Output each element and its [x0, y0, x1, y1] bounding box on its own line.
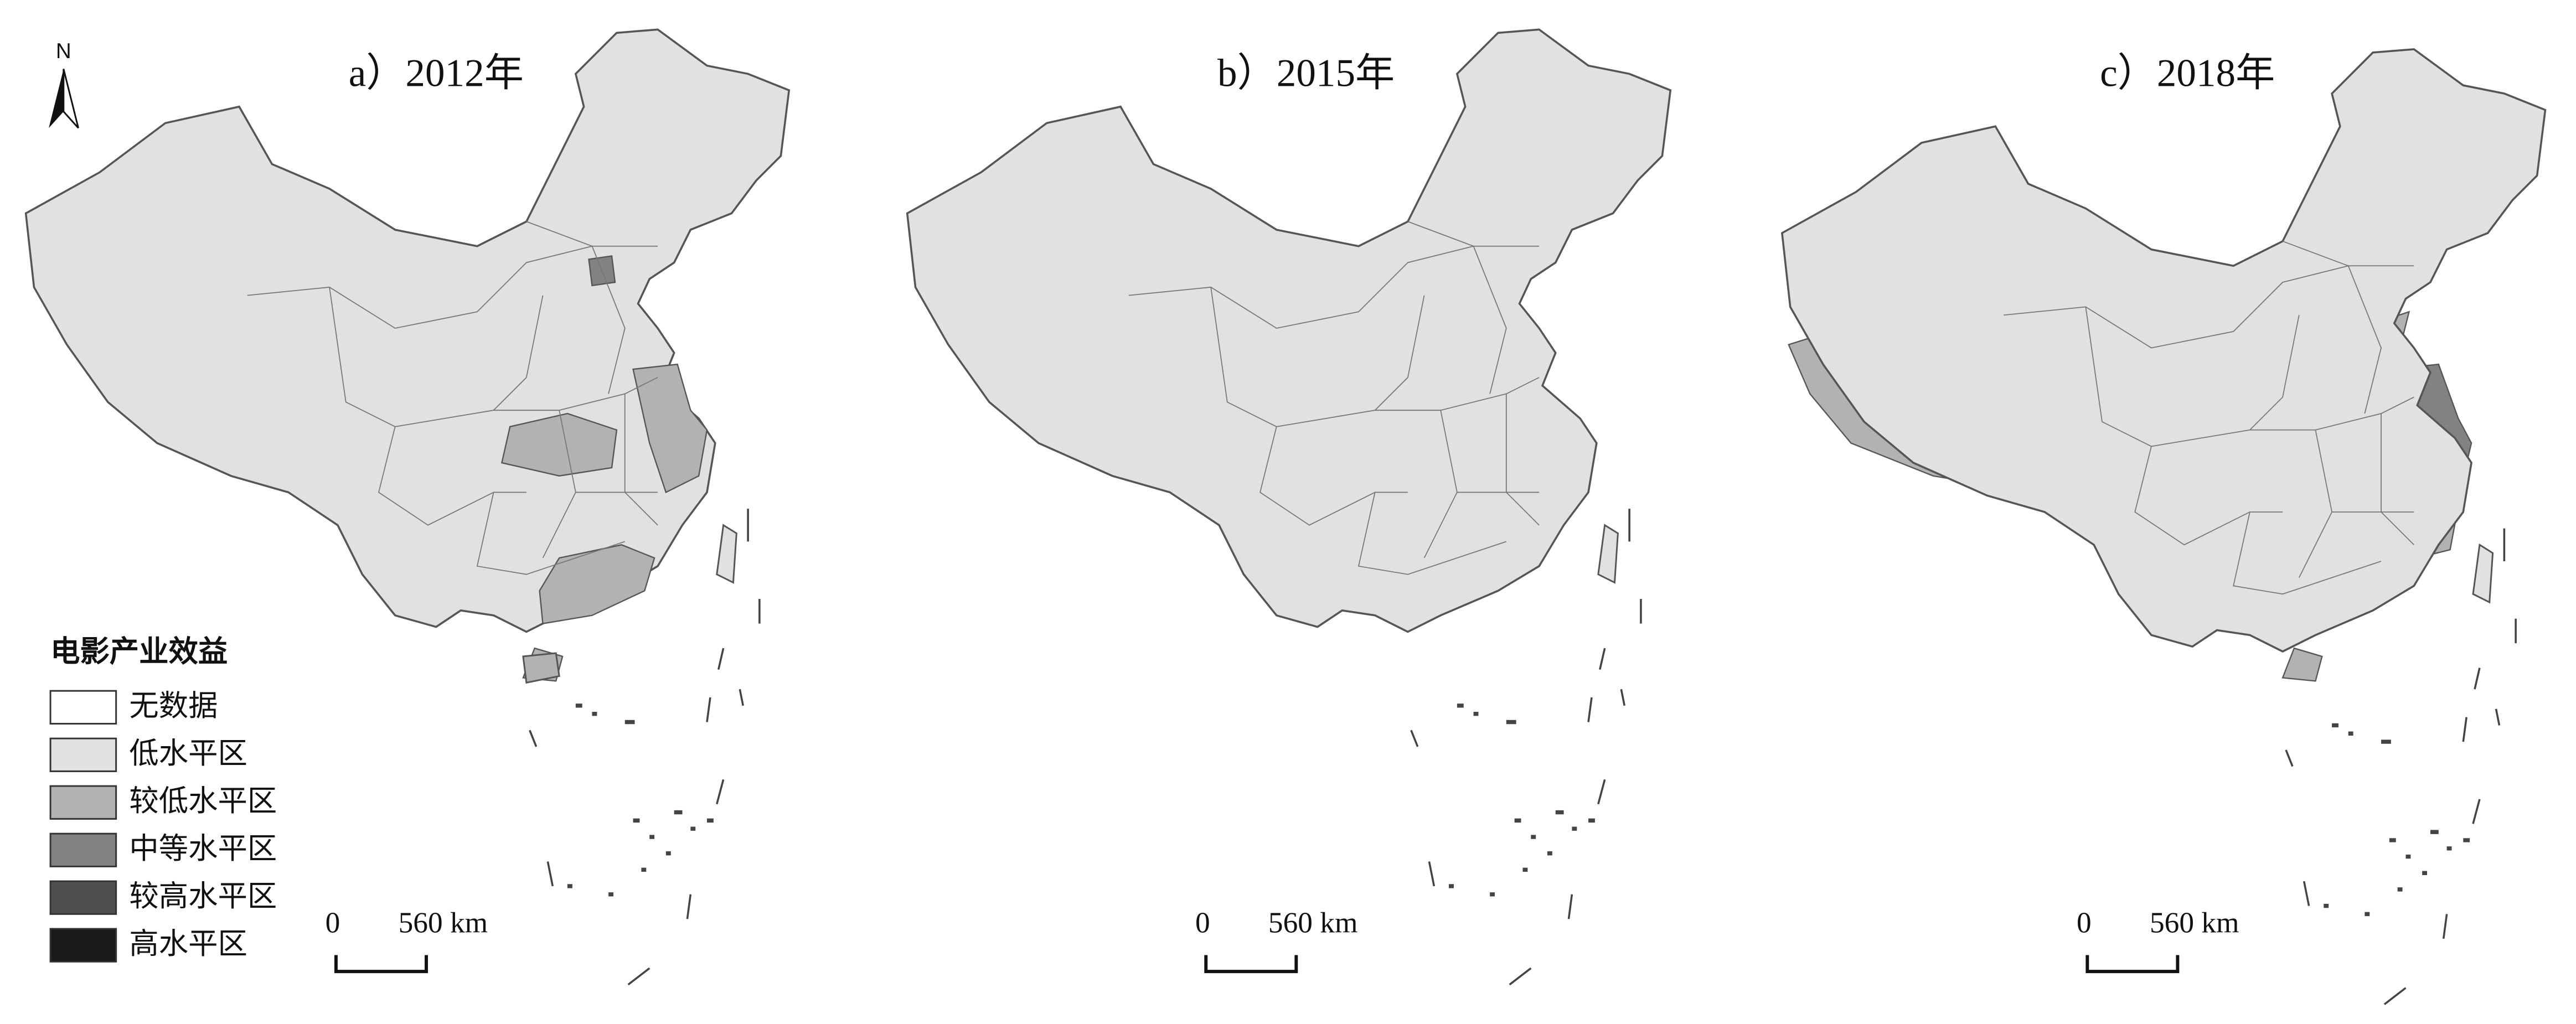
legend-label: 无数据 [129, 689, 218, 722]
scale-label: 560 km [1268, 906, 1358, 939]
province-region [632, 363, 708, 494]
legend-swatch [49, 737, 117, 772]
legend-swatch [49, 928, 117, 963]
legend-label: 较低水平区 [129, 784, 277, 818]
nine-dash-line [529, 509, 761, 986]
country-outline [24, 28, 791, 633]
china-map [1780, 48, 2547, 1005]
hainan [522, 652, 560, 684]
north-label: N [56, 39, 71, 63]
country-outline [1780, 48, 2547, 653]
province-region [500, 412, 618, 477]
province-borders [1128, 221, 1540, 575]
nine-dash-line [2285, 528, 2517, 1005]
legend-swatch [49, 880, 117, 915]
legend-label: 中等水平区 [129, 832, 277, 865]
legend-label: 较高水平区 [129, 880, 277, 913]
islands [2324, 723, 2470, 917]
legend-label: 高水平区 [129, 927, 247, 960]
scale-bar [1204, 955, 1298, 974]
taiwan [716, 524, 737, 584]
scale-label: 0 [2077, 906, 2092, 939]
taiwan [2472, 543, 2494, 604]
province-borders [247, 221, 658, 575]
province-region [539, 544, 655, 624]
islands [567, 704, 714, 897]
legend-swatch [49, 785, 117, 820]
nine-dash-line [1410, 509, 1642, 986]
scale-label: 560 km [2150, 906, 2239, 939]
panel-title: a）2012年 [349, 52, 524, 95]
province-borders [2004, 240, 2414, 595]
legend-label: 低水平区 [129, 737, 247, 770]
legend-title: 电影产业效益 [50, 635, 228, 668]
china-map [24, 28, 791, 986]
taiwan [1597, 524, 1619, 584]
north-arrow-right [63, 69, 79, 129]
country-outline [906, 28, 1672, 633]
north-arrow: N [49, 39, 79, 129]
scale-label: 0 [1195, 906, 1210, 939]
legend-swatch [49, 832, 117, 867]
panel-title: c）2018年 [2100, 52, 2275, 95]
scale-bar [334, 955, 428, 974]
scale-label: 560 km [399, 906, 488, 939]
panel-title: b）2015年 [1217, 52, 1395, 95]
scale-label: 0 [326, 906, 340, 939]
legend-swatch [49, 690, 117, 725]
province-region [2281, 647, 2323, 682]
map-panel: a）2012年 0 560 km [24, 28, 791, 986]
map-panel: c）2018年 0 560 km [1780, 48, 2547, 1005]
scale-bar [2085, 955, 2180, 974]
islands [1449, 704, 1595, 897]
north-arrow-left [49, 69, 64, 128]
